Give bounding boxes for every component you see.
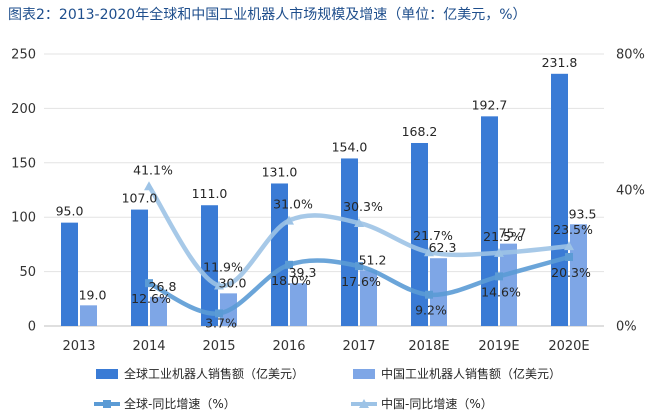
bar-value-label: 62.3: [429, 240, 457, 255]
bar-value-label: 154.0: [332, 139, 368, 154]
global-growth-label: 3.7%: [205, 315, 237, 330]
line-marker: [214, 280, 224, 290]
bar-value-label: 39.3: [289, 265, 317, 280]
y-right-tick-label: 80%: [616, 48, 645, 63]
bar-value-label: 192.7: [472, 97, 508, 112]
x-tick-label: 2014: [132, 339, 165, 354]
china-growth-label: 23.5%: [553, 222, 593, 237]
bar: [500, 243, 517, 326]
bar-value-label: 168.2: [402, 124, 438, 139]
china-growth-label: 21.7%: [413, 228, 453, 243]
line-marker: [425, 290, 433, 299]
legend-swatch: [353, 369, 375, 379]
x-tick-label: 2018E: [408, 339, 449, 354]
line-marker: [215, 309, 223, 318]
bar-value-label: 75.7: [499, 226, 527, 241]
bar-value-label: 51.2: [359, 252, 387, 267]
bar: [341, 158, 358, 326]
china-growth-label: 30.3%: [343, 199, 383, 214]
global-growth-label: 12.6%: [131, 291, 171, 306]
global-growth-label: 17.6%: [341, 274, 381, 289]
chart-title: 图表2：2013-2020年全球和中国工业机器人市场规模及增速（单位：亿美元，%…: [8, 7, 527, 23]
bar: [430, 258, 447, 326]
global-growth-label: 18.0%: [271, 273, 311, 288]
y-left-tick-label: 250: [11, 48, 36, 63]
x-tick-label: 2019E: [478, 339, 519, 354]
global-growth-label: 20.3%: [551, 265, 591, 280]
legend-label: 全球-同比增速（%）: [124, 396, 236, 411]
global-growth-label: 9.2%: [415, 303, 447, 318]
bar: [411, 142, 428, 326]
y-left-tick-label: 50: [19, 265, 36, 280]
china-growth-label: 41.1%: [133, 162, 173, 177]
bar: [201, 205, 218, 326]
x-tick-label: 2015: [202, 339, 235, 354]
bar-value-label: 95.0: [56, 204, 84, 219]
global-growth-label: 14.6%: [481, 284, 521, 299]
bar-value-label: 111.0: [192, 186, 228, 201]
bar: [271, 183, 288, 326]
line-marker: [424, 247, 434, 257]
bar: [360, 270, 377, 326]
legend-label: 中国-同比增速（%）: [381, 396, 493, 411]
legend-marker: [359, 399, 369, 408]
bar: [290, 283, 307, 326]
line-marker: [144, 181, 154, 191]
bar-value-label: 93.5: [569, 206, 597, 221]
line-marker: [564, 241, 574, 251]
line-marker: [355, 262, 363, 271]
y-left-tick-label: 150: [11, 156, 36, 171]
legend-swatch: [96, 369, 118, 379]
line-marker: [145, 279, 153, 288]
china-growth-label: 31.0%: [273, 197, 313, 212]
bar: [570, 224, 587, 326]
y-right-tick-label: 0%: [616, 320, 637, 335]
x-tick-label: 2017: [342, 339, 375, 354]
y-left-tick-label: 200: [11, 102, 36, 117]
x-tick-label: 2013: [62, 339, 95, 354]
line-marker: [494, 247, 504, 257]
china-growth-label: 21.5%: [483, 229, 523, 244]
legend-label: 中国工业机器人销售额（亿美元）: [381, 366, 561, 381]
x-tick-label: 2016: [272, 339, 305, 354]
bar-value-label: 231.8: [542, 55, 578, 70]
y-left-tick-label: 0: [28, 320, 36, 335]
x-tick-label: 2020E: [548, 339, 589, 354]
bar: [150, 296, 167, 326]
y-right-tick-label: 40%: [616, 184, 645, 199]
line-marker: [284, 215, 294, 225]
bar-value-label: 30.0: [219, 275, 247, 290]
line-marker: [565, 252, 573, 261]
line-marker: [495, 272, 503, 281]
bar: [481, 116, 498, 326]
bar: [61, 222, 78, 326]
bar-value-label: 107.0: [122, 191, 158, 206]
legend-marker: [103, 400, 111, 408]
line-marker: [354, 217, 364, 227]
line-marker: [285, 260, 293, 269]
bar: [131, 209, 148, 326]
bar-value-label: 131.0: [262, 164, 298, 179]
bar: [551, 73, 568, 326]
china-growth-label: 11.9%: [203, 260, 243, 275]
bar-value-label: 19.0: [79, 287, 107, 302]
legend-label: 全球工业机器人销售额（亿美元）: [124, 366, 304, 381]
y-left-tick-label: 100: [11, 211, 36, 226]
bar-value-label: 26.8: [149, 279, 177, 294]
bar: [80, 305, 97, 326]
